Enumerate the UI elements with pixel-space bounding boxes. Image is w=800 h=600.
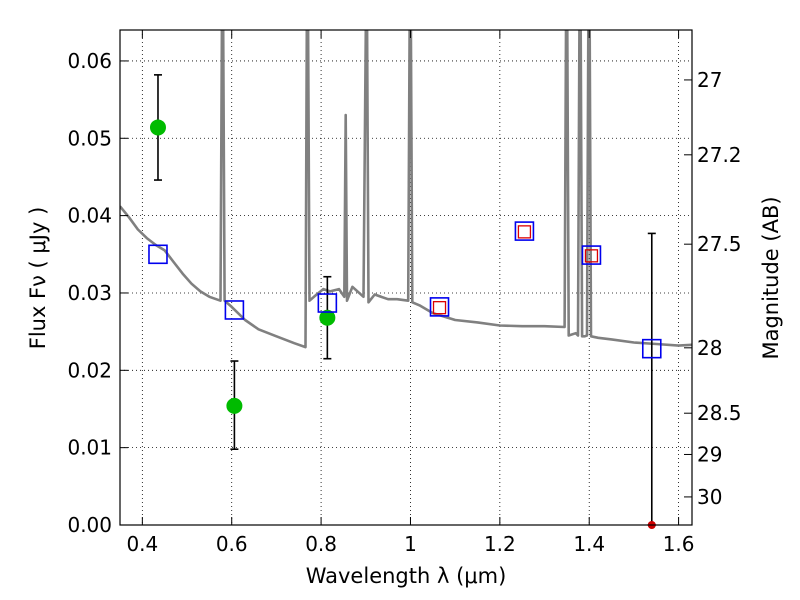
model-point-inner (432, 301, 447, 315)
model-point (581, 245, 602, 265)
plot-frame (119, 29, 693, 526)
mag-tick-label: 27.2 (697, 143, 742, 167)
y-tick-label: 0.04 (67, 204, 112, 228)
mag-tick-label: 29 (697, 442, 722, 466)
y-tick-label: 0.03 (67, 281, 112, 305)
sed-model-line (120, 30, 692, 349)
sed-model-layer (120, 30, 692, 349)
x-tick-label: 1 (404, 532, 417, 556)
grid-layer (120, 30, 692, 525)
model-point-inner (584, 249, 599, 263)
mag-tick-label: 27.5 (697, 232, 742, 256)
model-point (224, 300, 245, 320)
x-axis-title: Wavelength λ (μm) (306, 564, 507, 588)
mag-tick-label: 27 (697, 68, 722, 92)
mag-tick-label: 28 (697, 336, 722, 360)
y-tick-label: 0.00 (67, 513, 112, 537)
marker-layer (148, 74, 662, 529)
model-point (317, 293, 338, 313)
x-tick-label: 1.2 (484, 532, 516, 556)
model-point (148, 244, 168, 265)
right-axis-title: Magnitude (AB) (759, 196, 783, 359)
x-tick-label: 0.6 (216, 532, 248, 556)
x-tick-label: 1.6 (663, 532, 695, 556)
x-tick-label: 0.8 (305, 532, 337, 556)
model-point (429, 297, 450, 317)
model-point (514, 221, 535, 241)
tick-layer: 0.4 0.6 0.8 1 1.2 1.4 1.6 0.00 0.01 0.02 0.03 0.04 0… (67, 30, 742, 556)
y-tick-label: 0.02 (67, 358, 112, 382)
y-axis-title: Flux Fν ( μJy ) (26, 207, 50, 350)
y-tick-label: 0.06 (67, 49, 112, 73)
data-point (319, 309, 336, 326)
mag-tick-label: 28.5 (697, 401, 742, 425)
model-point-inner (517, 225, 532, 239)
y-tick-label: 0.01 (67, 436, 112, 460)
x-tick-label: 1.4 (573, 532, 605, 556)
data-point (149, 119, 166, 136)
mag-tick-label: 30 (697, 485, 722, 509)
x-tick-label: 0.4 (126, 532, 158, 556)
data-point (226, 397, 243, 414)
model-point (641, 338, 662, 359)
y-tick-label: 0.05 (67, 126, 112, 150)
